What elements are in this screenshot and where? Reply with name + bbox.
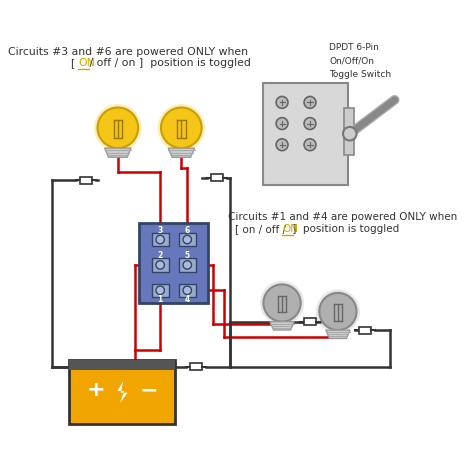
Polygon shape [168, 148, 194, 157]
Bar [179, 283, 196, 297]
Circle shape [156, 286, 164, 294]
Text: ON: ON [283, 224, 298, 234]
Bar [152, 258, 169, 272]
Text: +: + [87, 380, 106, 400]
Text: / off / on ]  position is toggled: / off / on ] position is toggled [86, 58, 251, 68]
Polygon shape [270, 322, 294, 330]
Circle shape [304, 118, 316, 129]
Text: 1: 1 [157, 295, 163, 304]
Text: 6: 6 [185, 226, 190, 235]
Circle shape [264, 284, 301, 322]
Circle shape [316, 290, 360, 334]
Bar [179, 258, 196, 272]
FancyBboxPatch shape [264, 83, 348, 184]
Bar [179, 233, 196, 246]
Circle shape [276, 118, 288, 129]
Circle shape [304, 97, 316, 109]
Polygon shape [105, 148, 131, 157]
Text: −: − [139, 380, 158, 400]
Circle shape [183, 235, 191, 244]
Polygon shape [326, 330, 350, 338]
Circle shape [156, 235, 164, 244]
Text: 4: 4 [185, 295, 190, 304]
Bar [69, 360, 174, 370]
Bar [211, 174, 223, 181]
Circle shape [260, 281, 304, 325]
FancyBboxPatch shape [344, 109, 354, 155]
Bar [152, 233, 169, 246]
Circle shape [183, 261, 191, 269]
Text: DPDT 6-Pin
On/Off/On
Toggle Switch: DPDT 6-Pin On/Off/On Toggle Switch [329, 43, 392, 79]
Bar [80, 177, 91, 183]
Circle shape [276, 97, 288, 109]
Circle shape [98, 108, 138, 148]
Text: [ on / off /: [ on / off / [236, 224, 290, 234]
Text: [: [ [71, 58, 79, 68]
Circle shape [276, 139, 288, 151]
Circle shape [156, 261, 164, 269]
Bar [304, 318, 316, 325]
Text: ON: ON [79, 58, 95, 68]
Circle shape [183, 286, 191, 294]
Circle shape [158, 104, 205, 152]
Circle shape [343, 127, 356, 140]
Bar [69, 360, 174, 424]
Text: 5: 5 [185, 251, 190, 260]
Bar [152, 283, 169, 297]
Text: 3: 3 [157, 226, 163, 235]
Circle shape [94, 104, 142, 152]
Circle shape [161, 108, 201, 148]
Text: 2: 2 [157, 251, 163, 260]
Text: ]  position is toggled: ] position is toggled [290, 224, 400, 234]
Text: Circuits #1 and #4 are powered ONLY when: Circuits #1 and #4 are powered ONLY when [228, 212, 457, 222]
Text: Circuits #3 and #6 are powered ONLY when: Circuits #3 and #6 are powered ONLY when [8, 47, 248, 57]
Bar [190, 363, 201, 370]
Circle shape [319, 293, 356, 330]
Bar [139, 223, 209, 303]
Polygon shape [118, 381, 128, 403]
Circle shape [304, 139, 316, 151]
Bar [359, 327, 371, 334]
